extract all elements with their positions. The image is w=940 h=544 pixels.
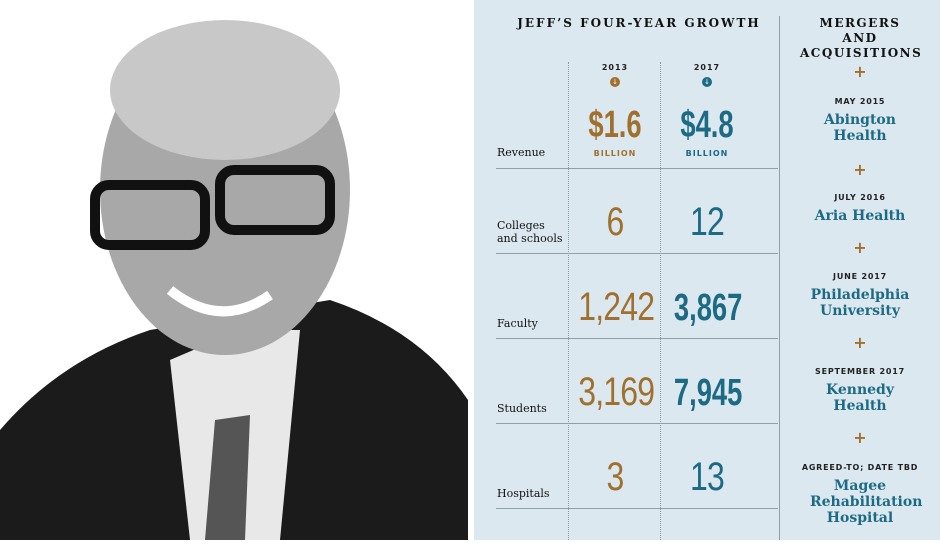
row-label-colleges: Colleges and schools (497, 219, 563, 245)
students-2013: 3,169 (578, 370, 655, 414)
row-label-faculty: Faculty (497, 317, 538, 330)
merger-date: AGREED-TO; DATE TBD (801, 463, 919, 472)
year-2013: 2013 (601, 63, 629, 72)
merger-name: Magee Rehabilitation Hospital (810, 478, 923, 526)
year-2017: 2017 (693, 63, 721, 72)
students-2017: 7,945 (673, 372, 743, 414)
merger-date: JUNE 2017 (833, 272, 887, 281)
column-divider (568, 62, 569, 540)
merger-name: Philadelphia University (810, 287, 910, 319)
unit-label: BILLION (685, 149, 729, 158)
arrow-down-icon: ↓ (702, 77, 712, 87)
section-divider (779, 16, 780, 540)
faculty-2013: 1,242 (578, 285, 655, 329)
growth-title: JEFF’S FOUR-YEAR GROWTH (517, 16, 761, 30)
arrow-down-icon: ↓ (610, 77, 620, 87)
revenue-2017: $4.8 (680, 104, 734, 146)
plus-icon: + (853, 160, 867, 179)
merger-name: Aria Health (814, 208, 906, 224)
infographic-panel: JEFF’S FOUR-YEAR GROWTH 2013 2017 ↓ ↓ Re… (474, 0, 940, 540)
merger-date: SEPTEMBER 2017 (815, 367, 905, 376)
plus-icon: + (853, 428, 867, 447)
revenue-2013: $1.6 (588, 104, 642, 146)
plus-icon: + (853, 62, 867, 81)
row-label-hospitals: Hospitals (497, 487, 550, 500)
mergers-title: MERGERS AND ACQUISITIONS (800, 16, 923, 60)
unit-label: BILLION (593, 149, 637, 158)
faculty-2017: 3,867 (673, 287, 743, 329)
colleges-2013: 6 (606, 200, 625, 244)
row-label-students: Students (497, 402, 547, 415)
hospitals-2017: 13 (690, 455, 725, 499)
merger-date: JULY 2016 (834, 193, 886, 202)
plus-icon: + (853, 238, 867, 257)
colleges-2017: 12 (690, 200, 725, 244)
row-label-revenue: Revenue (497, 146, 546, 159)
plus-icon: + (853, 333, 867, 352)
merger-name: Abington Health (824, 112, 896, 144)
merger-date: MAY 2015 (834, 97, 886, 106)
hospitals-2013: 3 (606, 455, 625, 499)
portrait-photo (0, 0, 468, 540)
merger-name: Kennedy Health (826, 382, 894, 414)
column-divider (660, 62, 661, 540)
